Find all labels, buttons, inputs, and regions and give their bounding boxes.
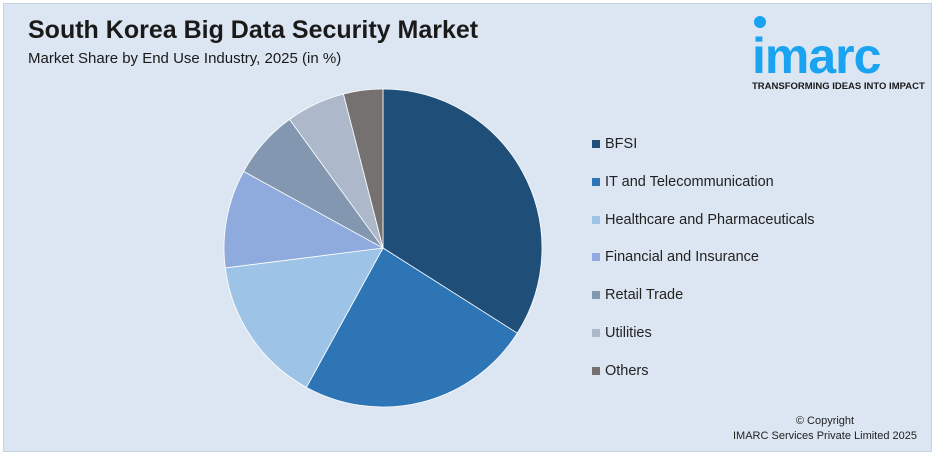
legend-label: IT and Telecommunication [605, 173, 774, 190]
logo-tagline: TRANSFORMING IDEAS INTO IMPACT [752, 81, 925, 92]
legend-swatch [592, 215, 600, 224]
chart-title: South Korea Big Data Security Market [28, 16, 479, 44]
pie-chart [223, 88, 543, 408]
legend-item: BFSI [592, 134, 637, 154]
pie-slice-others [342, 88, 384, 249]
legend-label: Healthcare and Pharmaceuticals [605, 211, 815, 228]
legend-swatch [592, 366, 600, 375]
legend-item: IT and Telecommunication [592, 172, 774, 192]
legend-label: Financial and Insurance [605, 249, 759, 266]
legend-item: Financial and Insurance [592, 247, 759, 267]
logo-dot [754, 16, 766, 28]
legend-swatch [592, 177, 600, 186]
chart-subtitle: Market Share by End Use Industry, 2025 (… [28, 50, 342, 67]
legend-label: Others [605, 362, 649, 379]
imarc-logo: imarc TRANSFORMING IDEAS INTO IMPACT [752, 14, 928, 94]
legend-item: Utilities [592, 323, 652, 343]
legend-item: Healthcare and Pharmaceuticals [592, 210, 815, 230]
legend-swatch [592, 140, 600, 148]
pie-slice-it-and-telecommunication [305, 247, 518, 408]
logo-word: imarc [752, 28, 881, 84]
legend-label: Utilities [605, 325, 652, 341]
legend-label: Retail Trade [605, 287, 684, 304]
copyright-line2: IMARC Services Private Limited 2025 [732, 430, 917, 442]
legend-label: BFSI [605, 136, 638, 152]
legend-item: Retail Trade [592, 285, 683, 305]
pie-slice-financial-and-insurance [223, 170, 385, 269]
copyright-line1: © Copyright [795, 415, 855, 427]
legend-swatch [592, 253, 600, 262]
legend-item: Others [592, 361, 649, 381]
pie-slice-healthcare-and-pharmaceuticals [224, 247, 384, 388]
copyright: © Copyright IMARC Services Private Limit… [733, 414, 917, 444]
pie-slice-bfsi [382, 88, 543, 334]
legend-swatch [592, 291, 600, 300]
chart-frame: South Korea Big Data Security Market Mar… [3, 3, 932, 452]
legend-swatch [592, 329, 600, 337]
